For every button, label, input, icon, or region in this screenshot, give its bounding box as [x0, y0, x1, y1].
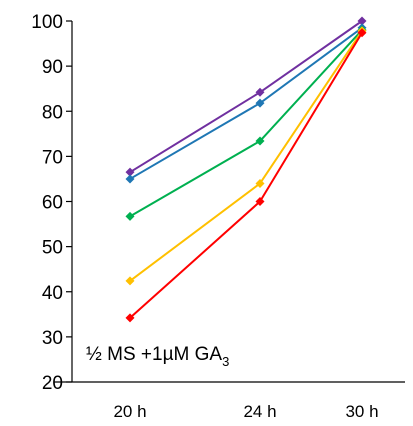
- x-ticks: 20 h 24 h 30 h: [113, 402, 378, 421]
- series-line: [129, 26, 363, 180]
- series-5: [125, 28, 367, 323]
- data-point-diamond: [125, 167, 135, 177]
- axes: [71, 21, 405, 383]
- data-point-diamond: [357, 16, 367, 26]
- data-point-diamond: [255, 98, 265, 108]
- y-tick-label: 20: [42, 373, 63, 394]
- series-line: [129, 32, 363, 319]
- y-tick-label: 60: [42, 193, 63, 214]
- series-3: [125, 25, 367, 221]
- x-tick-label: 30 h: [345, 402, 378, 421]
- y-ticks: 20 30 40 50 60 70 80 90 100: [31, 12, 72, 394]
- annotation-main-text: ½ MS +1µM GA: [86, 344, 222, 365]
- data-point-diamond: [125, 211, 135, 221]
- data-point-diamond: [125, 276, 135, 286]
- series-2: [125, 23, 367, 184]
- series-layer: [125, 16, 367, 323]
- y-tick-label: 100: [31, 12, 63, 33]
- annotation-subscript: 3: [222, 354, 229, 369]
- y-tick-label: 70: [42, 147, 63, 168]
- data-point-diamond: [255, 178, 265, 188]
- series-line: [129, 29, 363, 218]
- data-point-diamond: [125, 313, 135, 323]
- series-1: [125, 16, 367, 177]
- x-tick-label: 24 h: [243, 402, 276, 421]
- y-tick-label: 80: [42, 102, 63, 123]
- y-tick-label: 30: [42, 328, 63, 349]
- data-point-diamond: [255, 136, 265, 146]
- data-point-diamond: [255, 87, 265, 97]
- y-tick-label: 40: [42, 283, 63, 304]
- data-point-diamond: [255, 197, 265, 206]
- chart-annotation: ½ MS +1µM GA3: [86, 344, 229, 369]
- y-tick-label: 50: [42, 238, 63, 259]
- data-point-diamond: [357, 28, 367, 38]
- y-tick-label: 90: [42, 57, 63, 78]
- x-tick-label: 20 h: [113, 402, 146, 421]
- data-point-diamond: [125, 174, 135, 184]
